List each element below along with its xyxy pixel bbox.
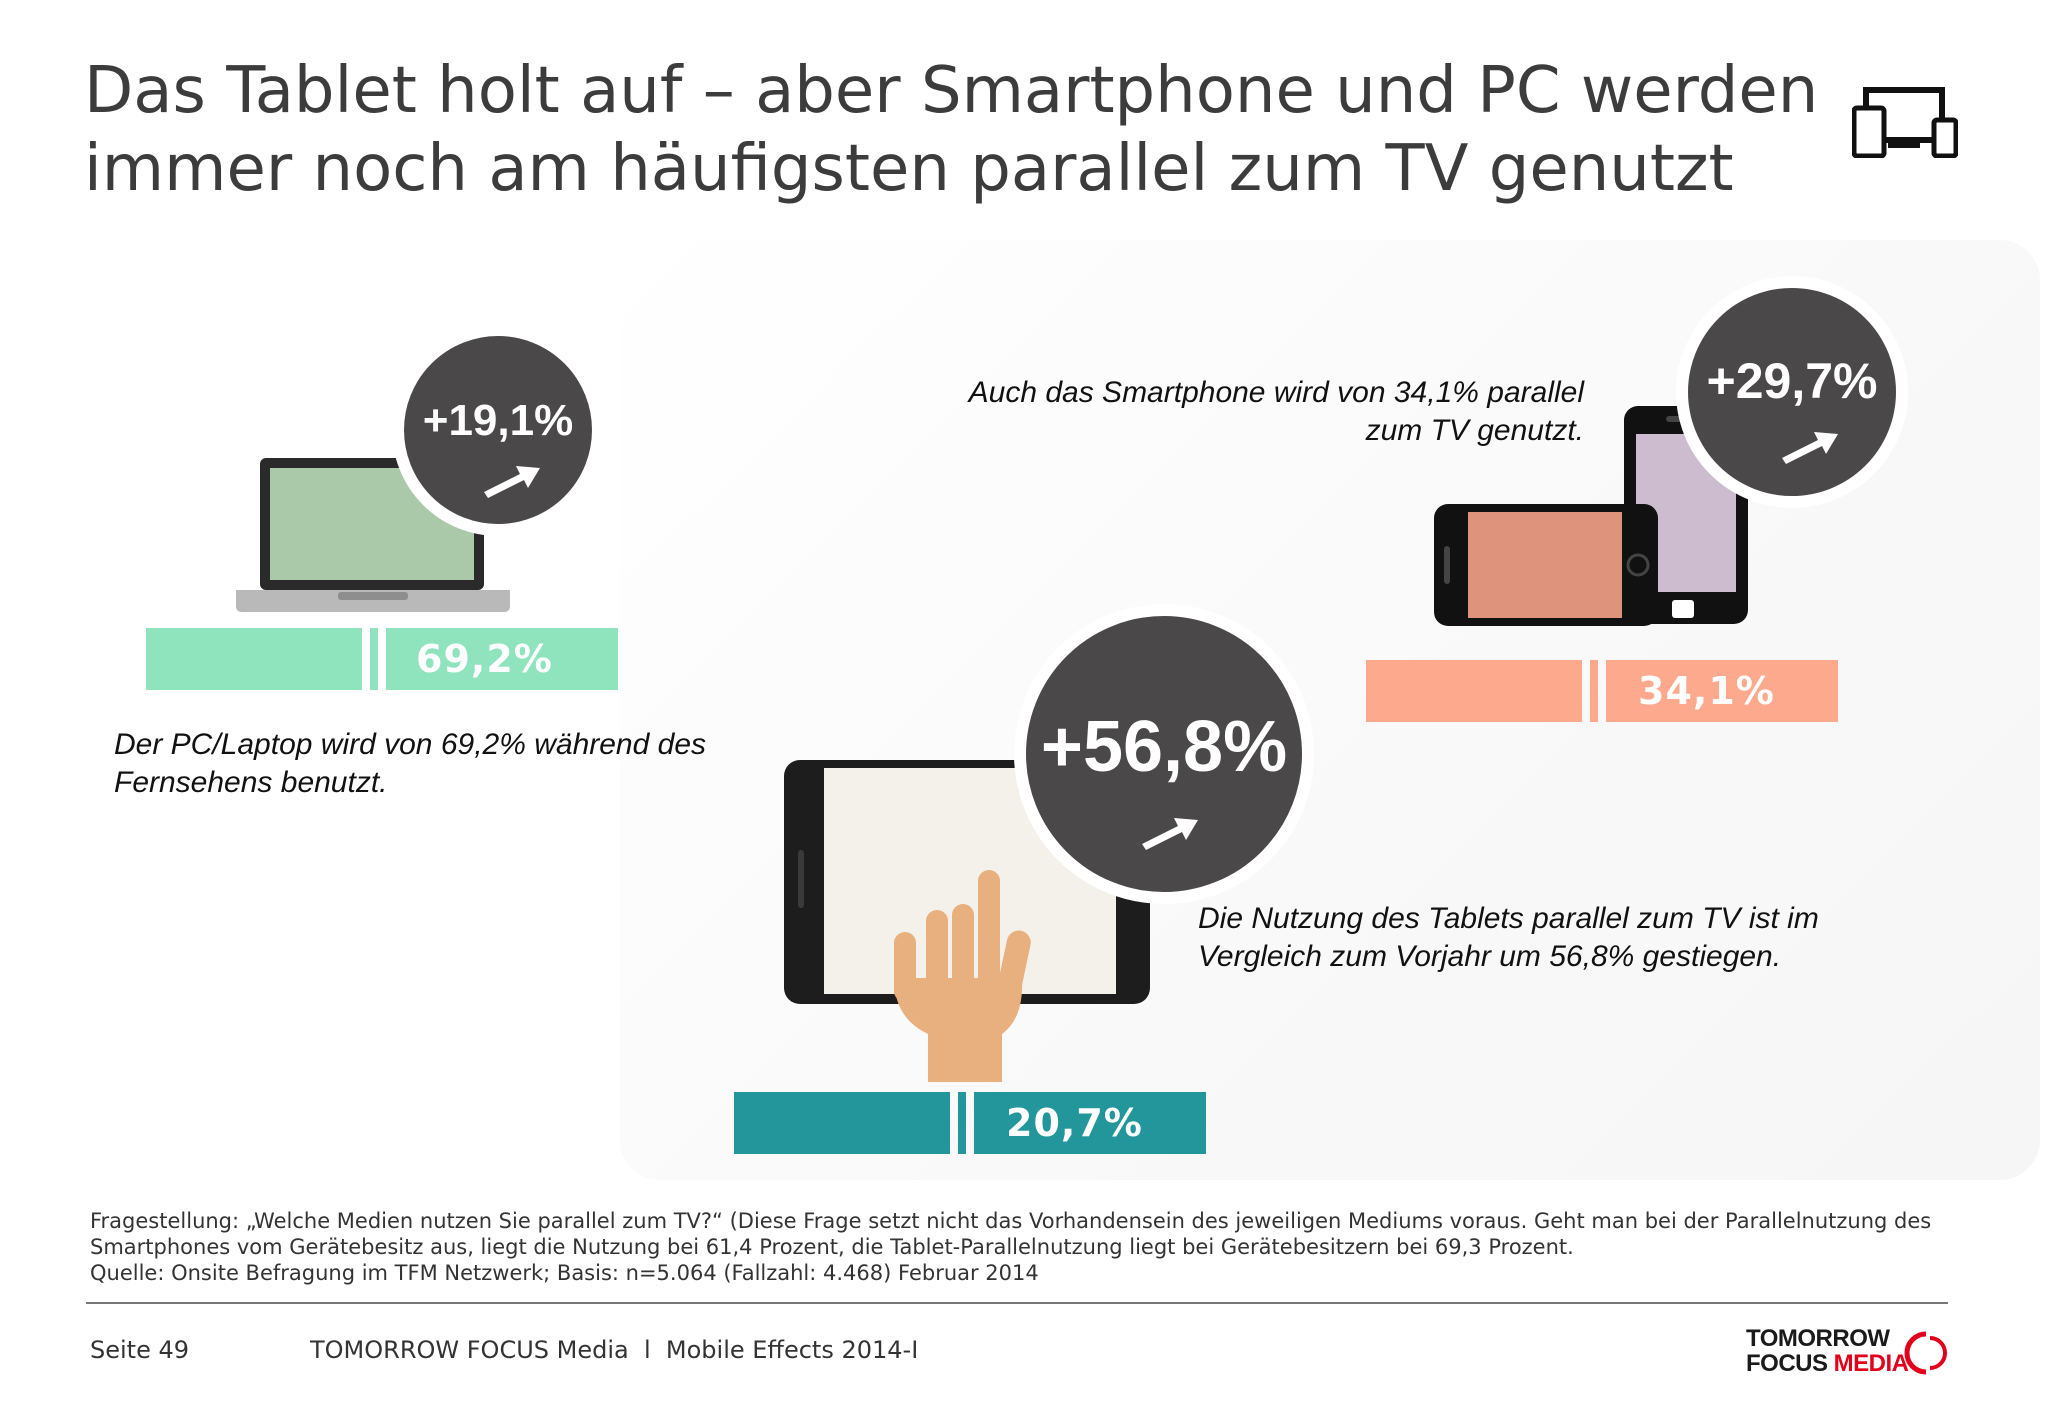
pc-bar: 69,2%: [146, 628, 618, 690]
smartphone-value: 34,1%: [1638, 669, 1775, 713]
tablet-change-value: +56,8%: [1040, 707, 1288, 787]
smartphone-icon: [1434, 406, 1748, 626]
arrow-up-right-icon: [1142, 818, 1198, 850]
smartphone-bar: 34,1%: [1366, 660, 1838, 722]
tablet-caption: Die Nutzung des Tablets parallel zum TV …: [1198, 902, 1819, 973]
pc-change-badge: +19,1%: [392, 324, 604, 536]
publisher-line: TOMORROW FOCUS Media l Mobile Effects 20…: [310, 1336, 919, 1364]
smartphone-bar-right: [1606, 660, 1838, 722]
tablet-bar-left: [734, 1092, 950, 1154]
tablet-bar: 20,7%: [734, 1092, 1206, 1154]
hand-icon: [894, 870, 1031, 1082]
footnote-question: Fragestellung: „Welche Medien nutzen Sie…: [90, 1209, 1932, 1259]
logo-focus: FOCUS: [1746, 1350, 1828, 1377]
tablet-change-badge: +56,8%: [1014, 604, 1314, 904]
tablet-bar-mid: [958, 1092, 966, 1154]
smartphone-change-value: +29,7%: [1706, 353, 1878, 409]
tomorrow-focus-media-logo: TOMORROW FOCUS MEDIA: [1746, 1326, 1966, 1378]
devices-icon: [1852, 87, 1958, 158]
logo-line1: TOMORROW: [1746, 1325, 1890, 1352]
pc-value: 69,2%: [416, 637, 553, 681]
smartphone-caption: Auch das Smartphone wird von 34,1% paral…: [968, 376, 1584, 447]
footnote-source: Quelle: Onsite Befragung im TFM Netzwerk…: [90, 1261, 1039, 1285]
logo-media: MEDIA: [1833, 1350, 1909, 1377]
page-number: Seite 49: [90, 1336, 190, 1364]
footer-divider: [86, 1302, 1948, 1304]
arrow-up-right-icon: [1782, 432, 1838, 464]
pc-bar-right: [386, 628, 618, 690]
smartphone-bar-left: [1366, 660, 1582, 722]
pc-change-value: +19,1%: [422, 396, 574, 445]
smartphone-change-badge: +29,7%: [1676, 276, 1908, 508]
tablet-bar-right: [974, 1092, 1206, 1154]
page-title: Das Tablet holt auf – aber Smartphone un…: [84, 54, 1819, 206]
pc-bar-left: [146, 628, 362, 690]
logo-line2: FOCUS MEDIA: [1746, 1351, 1909, 1377]
smartphone-bar-mid: [1590, 660, 1598, 722]
pc-caption: Der PC/Laptop wird von 69,2% während des…: [114, 728, 707, 799]
tablet-value: 20,7%: [1006, 1101, 1143, 1145]
arrow-up-right-icon: [484, 466, 540, 498]
pc-bar-mid: [370, 628, 378, 690]
footnote: Fragestellung: „Welche Medien nutzen Sie…: [90, 1208, 1970, 1286]
logo-mark-icon: [1904, 1331, 1947, 1375]
